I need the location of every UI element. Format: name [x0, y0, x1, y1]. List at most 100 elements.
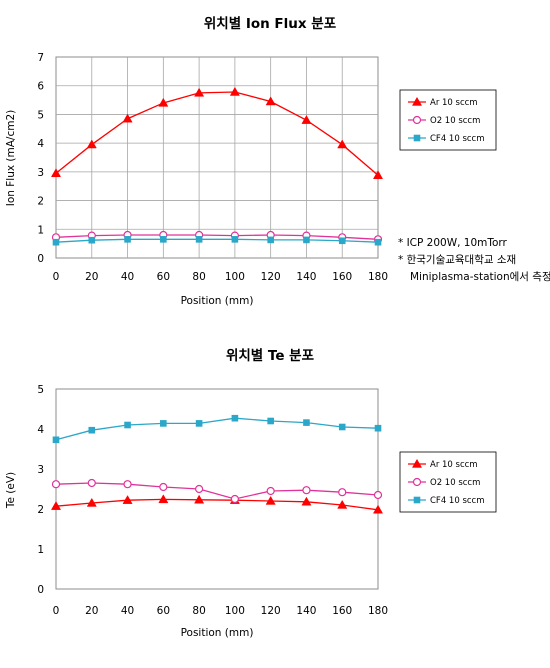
data-point: [301, 115, 312, 124]
legend-marker: [412, 477, 422, 487]
data-point: [267, 417, 274, 425]
x-tick-label: 0: [53, 271, 60, 283]
y-axis-label: Ion Flux (mA/cm2): [5, 110, 17, 207]
data-point: [338, 237, 346, 245]
data-point: [86, 497, 97, 507]
data-point: [124, 421, 131, 429]
series-line: [55, 498, 379, 511]
data-point: [266, 486, 275, 496]
y-tick-label: 3: [37, 464, 44, 476]
x-tick-label: 80: [192, 271, 205, 283]
y-tick-label: 4: [37, 424, 44, 436]
data-point: [231, 414, 239, 422]
data-point: [267, 236, 274, 244]
data-point: [160, 420, 167, 427]
series-line: [55, 234, 379, 240]
data-point: [338, 423, 346, 431]
data-point: [158, 97, 169, 107]
y-tick-label: 1: [37, 544, 44, 556]
legend-marker: [411, 458, 423, 468]
data-point: [195, 420, 203, 427]
data-point: [52, 238, 60, 246]
y-tick-label: 0: [37, 584, 44, 596]
data-point: [337, 499, 348, 509]
notes: * ICP 200W, 10mTorr * 한국기술교육대학교 소재 Minipla…: [398, 237, 550, 283]
data-point: [122, 113, 133, 123]
data-point: [86, 139, 97, 149]
data-point: [303, 236, 310, 244]
legend: Ar 10 sccm O2 10 sccm CF4 10 sccm: [399, 451, 497, 513]
data-point: [87, 478, 96, 488]
series-1: [50, 86, 384, 180]
y-tick-label: 5: [37, 109, 44, 121]
data-point: [195, 236, 203, 243]
chart-1: 위치별 Ion Flux 분포 0 1 2 3 4 5 6 7 0 20 40 60 80 100 120 14…: [5, 16, 550, 307]
x-axis-label: Position (mm): [181, 627, 254, 639]
y-tick-label: 2: [37, 196, 44, 208]
series-3: [52, 236, 382, 246]
legend-marker: [411, 96, 423, 106]
x-tick-label: 100: [225, 605, 245, 617]
data-point: [265, 495, 276, 505]
data-point: [194, 87, 205, 97]
data-point: [195, 484, 204, 494]
data-point: [372, 504, 384, 514]
x-tick-label: 180: [368, 605, 388, 617]
note-text: * 한국기술교육대학교 소재: [398, 254, 516, 266]
data-point: [123, 480, 132, 489]
y-tick-label: 1: [37, 224, 44, 236]
data-point: [231, 236, 239, 243]
chart-2: 위치별 Te 분포 0 1 2 3 4 5 0 20 40 60 80 100 120 140 160 180 P…: [5, 348, 497, 639]
chart-title: 위치별 Ion Flux 분포: [204, 16, 337, 32]
series-line: [55, 417, 379, 441]
y-tick-label: 2: [37, 504, 44, 516]
data-point: [160, 236, 167, 243]
series-line: [55, 238, 379, 243]
x-tick-label: 180: [368, 271, 388, 283]
y-tick-label: 3: [37, 167, 44, 179]
data-point: [302, 486, 311, 495]
x-tick-label: 80: [192, 605, 205, 617]
x-tick-label: 20: [85, 271, 98, 283]
data-point: [88, 236, 96, 244]
x-tick-label: 40: [121, 271, 134, 283]
series-line: [55, 482, 379, 500]
plot-area: [55, 56, 379, 259]
x-tick-label: 120: [261, 605, 281, 617]
data-point: [265, 96, 276, 106]
x-tick-label: 160: [332, 605, 352, 617]
x-tick-label: 60: [157, 605, 170, 617]
data-point: [372, 170, 384, 180]
data-point: [52, 436, 60, 444]
chart-title: 위치별 Te 분포: [226, 348, 315, 364]
data-point: [50, 168, 62, 177]
data-point: [374, 238, 382, 246]
data-point: [51, 480, 61, 489]
legend-label: CF4 10 sccm: [430, 134, 485, 144]
legend-marker: [413, 134, 421, 142]
x-tick-label: 60: [157, 271, 170, 283]
data-point: [337, 139, 348, 149]
x-tick-label: 40: [121, 605, 134, 617]
data-point: [229, 86, 240, 96]
data-point: [194, 494, 205, 504]
data-point: [50, 501, 62, 510]
legend-marker: [413, 496, 421, 504]
data-point: [338, 488, 347, 497]
data-point: [301, 496, 312, 506]
series-1: [50, 494, 384, 514]
note-text: * ICP 200W, 10mTorr: [398, 237, 508, 249]
x-tick-label: 100: [225, 271, 245, 283]
x-tick-label: 160: [332, 271, 352, 283]
x-tick-label: 140: [296, 605, 316, 617]
data-point: [159, 482, 168, 492]
x-tick-label: 120: [261, 271, 281, 283]
data-point: [158, 494, 169, 504]
legend-label: Ar 10 sccm: [430, 98, 478, 108]
data-point: [303, 419, 310, 426]
y-tick-label: 7: [37, 52, 44, 64]
data-point: [124, 236, 131, 243]
y-tick-label: 0: [37, 253, 44, 265]
